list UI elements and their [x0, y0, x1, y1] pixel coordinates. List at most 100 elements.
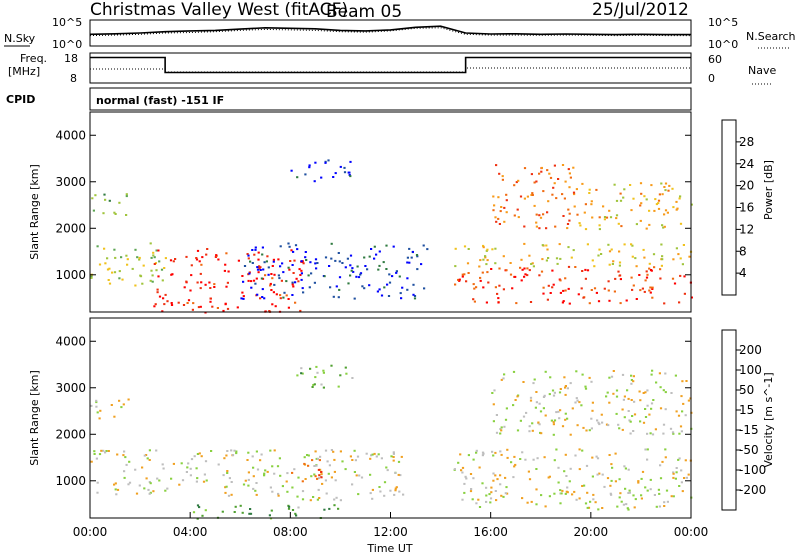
- heat-cell: [186, 466, 189, 469]
- heat-cell: [639, 420, 642, 423]
- heat-cell: [193, 455, 196, 458]
- heat-cell: [493, 389, 496, 392]
- heat-cell: [540, 166, 543, 169]
- heat-cell: [248, 512, 251, 515]
- heat-cell: [509, 273, 513, 276]
- heat-cell: [341, 460, 344, 463]
- heat-cell: [299, 309, 302, 312]
- heat-cell: [158, 295, 162, 298]
- heat-cell: [300, 372, 303, 375]
- heat-cell: [338, 276, 342, 279]
- heat-cell: [246, 253, 249, 255]
- velocity-colorbar: 200 100 50 15 -15 -50 -100 -200: [721, 329, 766, 511]
- heat-cell: [658, 505, 661, 508]
- heat-cell: [564, 289, 567, 292]
- heat-cell: [397, 460, 401, 463]
- heat-cell: [225, 454, 228, 457]
- heat-cell: [327, 159, 330, 162]
- heat-cell: [598, 423, 601, 426]
- heat-cell: [611, 466, 614, 469]
- heat-cell: [479, 279, 482, 282]
- heat-cell: [177, 301, 180, 304]
- heat-cell: [96, 245, 99, 248]
- heat-cell: [640, 477, 643, 480]
- heat-cell: [584, 502, 588, 505]
- heat-cell: [349, 274, 352, 277]
- heat-cell: [210, 450, 213, 452]
- heat-cell: [495, 431, 499, 434]
- heat-cell: [391, 275, 394, 278]
- heat-cell: [661, 255, 664, 258]
- heat-cell: [633, 506, 636, 509]
- heat-cell: [649, 269, 653, 271]
- heat-cell: [289, 260, 292, 262]
- heat-cell: [657, 488, 660, 491]
- heat-cell: [386, 283, 389, 286]
- heat-cell: [303, 456, 306, 459]
- velocity-ylabel: Slant Range [km]: [28, 370, 41, 466]
- heat-cell: [523, 275, 526, 278]
- heat-cell: [617, 270, 620, 273]
- x-tick-label: 00:00: [674, 525, 709, 539]
- heat-cell: [158, 479, 161, 482]
- heat-cell: [256, 293, 259, 296]
- heat-cell: [578, 222, 581, 225]
- station-title: Christmas Valley West (fitACF): [90, 0, 348, 20]
- heat-cell: [463, 482, 466, 485]
- heat-cell: [557, 481, 560, 484]
- heat-cell: [337, 252, 340, 254]
- heat-cell: [578, 448, 581, 451]
- heat-cell: [386, 469, 389, 472]
- heat-cell: [555, 411, 558, 414]
- heat-cell: [321, 482, 324, 485]
- x-axis-label: Time UT: [366, 542, 412, 554]
- heat-cell: [292, 285, 295, 288]
- heat-cell: [646, 432, 649, 435]
- heat-cell: [301, 498, 305, 501]
- heat-cell: [291, 294, 294, 296]
- heat-cell: [296, 248, 299, 251]
- heat-cell: [615, 217, 618, 220]
- heat-cell: [361, 285, 364, 288]
- heat-cell: [683, 292, 686, 295]
- heat-cell: [270, 509, 273, 512]
- heat-cell: [312, 384, 315, 386]
- heat-cell: [313, 180, 316, 183]
- heat-cell: [106, 257, 109, 260]
- heat-cell: [679, 257, 682, 260]
- heat-cell: [684, 414, 687, 417]
- heat-cell: [675, 200, 678, 203]
- heat-cell: [581, 182, 584, 185]
- heat-cell: [96, 481, 99, 484]
- heat-cell: [328, 507, 331, 510]
- heat-cell: [663, 501, 666, 504]
- heat-cell: [665, 489, 669, 492]
- heat-cell: [598, 228, 601, 231]
- heat-cell: [601, 507, 604, 509]
- heat-cell: [317, 468, 320, 471]
- heat-cell: [584, 268, 587, 271]
- colorbar-tick-label: 28: [739, 135, 754, 149]
- heat-cell: [638, 390, 641, 393]
- heat-cell: [531, 262, 534, 265]
- heat-cell: [668, 184, 671, 187]
- heat-cell: [410, 256, 413, 259]
- heat-cell: [546, 248, 549, 251]
- heat-cell: [467, 272, 470, 274]
- heat-cell: [304, 251, 307, 253]
- heat-cell: [627, 492, 630, 494]
- heat-cell: [588, 376, 591, 379]
- heat-cell: [304, 478, 307, 480]
- heat-cell: [635, 223, 638, 226]
- colorbar-tick-label: 24: [739, 157, 754, 171]
- heat-cell: [190, 274, 193, 277]
- x-tick-label: 08:00: [273, 525, 308, 539]
- heat-cell: [567, 208, 570, 211]
- heat-cell: [279, 265, 282, 268]
- heat-cell: [690, 296, 693, 299]
- heat-cell: [400, 297, 403, 300]
- heat-cell: [230, 493, 233, 496]
- heat-cell: [382, 261, 385, 264]
- heat-cell: [658, 372, 661, 375]
- heat-cell: [659, 407, 663, 410]
